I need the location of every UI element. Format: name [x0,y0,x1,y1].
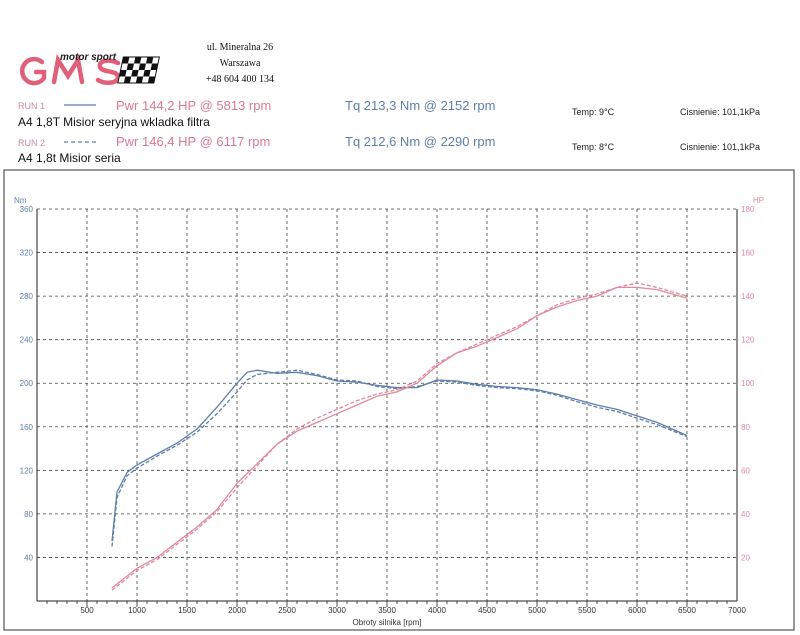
run-2-pressure: Cisnienie: 101,1kPa [680,142,761,152]
run-2-line-sample [64,141,96,143]
x-tick-label: 1500 [178,606,196,615]
run-1-description: A4 1,8T Misior seryjna wkladka filtra [18,115,210,129]
run-1-label: RUN 1 [18,101,46,111]
y-right-tick-label: 140 [741,292,755,301]
run-2-power: Pwr 146,4 HP @ 6117 rpm [116,134,271,149]
series-line-torque-run-1 [111,369,688,542]
x-axis-label: Obroty silnika [rpm] [353,618,422,627]
x-tick-label: 6500 [678,606,696,615]
run-2-temp: Temp: 8°C [572,142,615,152]
y-right-tick-label: 120 [741,336,755,345]
y-right-tick-label: 180 [741,205,755,214]
y-left-tick-label: 200 [20,379,34,388]
run-1-temp: Temp: 9°C [572,107,615,117]
y-right-tick-label: 40 [741,510,750,519]
x-tick-label: 4000 [428,606,446,615]
y-right-tick-label: 160 [741,249,755,258]
run-1-power: Pwr 144,2 HP @ 5813 rpm [116,98,272,113]
chart-grid [37,208,737,601]
y-left-axis-label: Nm [14,196,27,205]
chart-axes [36,209,738,607]
chart-series [111,282,688,591]
run-1-line-sample [64,104,96,106]
address-phone: +48 604 400 134 [205,74,275,85]
x-tick-label: 2000 [228,606,246,615]
address-street: ul. Mineralna 26 [206,42,274,53]
series-line-power-run-1 [111,286,688,589]
x-tick-label: 3500 [378,606,396,615]
y-left-tick-label: 240 [20,336,34,345]
logo-mark [20,54,160,86]
y-right-tick-label: 100 [741,379,755,388]
run-2-description: A4 1,8t Misior seria [18,151,121,165]
y-left-tick-label: 320 [20,249,34,258]
run-2-torque: Tq 212,6 Nm @ 2290 rpm [345,134,496,149]
logo-subtitle: motor sport [60,52,117,63]
x-tick-label: 1000 [128,606,146,615]
chart-labels: 500 1000 1500 2000 2500 3000 3500 4000 4500 5000 5… [14,196,764,627]
y-right-axis-label: HP [753,196,764,205]
x-tick-label: 4500 [478,606,496,615]
x-tick-label: 500 [80,606,94,615]
y-left-tick-label: 160 [20,423,34,432]
y-left-tick-label: 40 [24,553,33,562]
run-2-label: RUN 2 [18,138,46,148]
x-tick-label: 3000 [328,606,346,615]
address-city: Warszawa [219,58,261,69]
x-tick-label: 7000 [728,606,746,615]
x-tick-label: 5000 [528,606,546,615]
y-right-tick-label: 60 [741,466,750,475]
y-right-tick-label: 80 [741,423,750,432]
series-line-power-run-2 [111,282,688,591]
x-tick-label: 6000 [628,606,646,615]
y-right-tick-label: 20 [741,553,750,562]
x-tick-label: 5500 [578,606,596,615]
y-left-tick-label: 120 [20,466,34,475]
chart-frame [3,169,795,631]
y-left-tick-label: 360 [20,205,34,214]
run-1-pressure: Cisnienie: 101,1kPa [680,107,761,117]
run-1-torque: Tq 213,3 Nm @ 2152 rpm [345,98,496,113]
x-tick-label: 2500 [278,606,296,615]
y-left-tick-label: 80 [24,510,33,519]
series-line-torque-run-2 [111,369,688,547]
y-left-tick-label: 280 [20,292,34,301]
checkered-flag-icon [117,56,160,84]
